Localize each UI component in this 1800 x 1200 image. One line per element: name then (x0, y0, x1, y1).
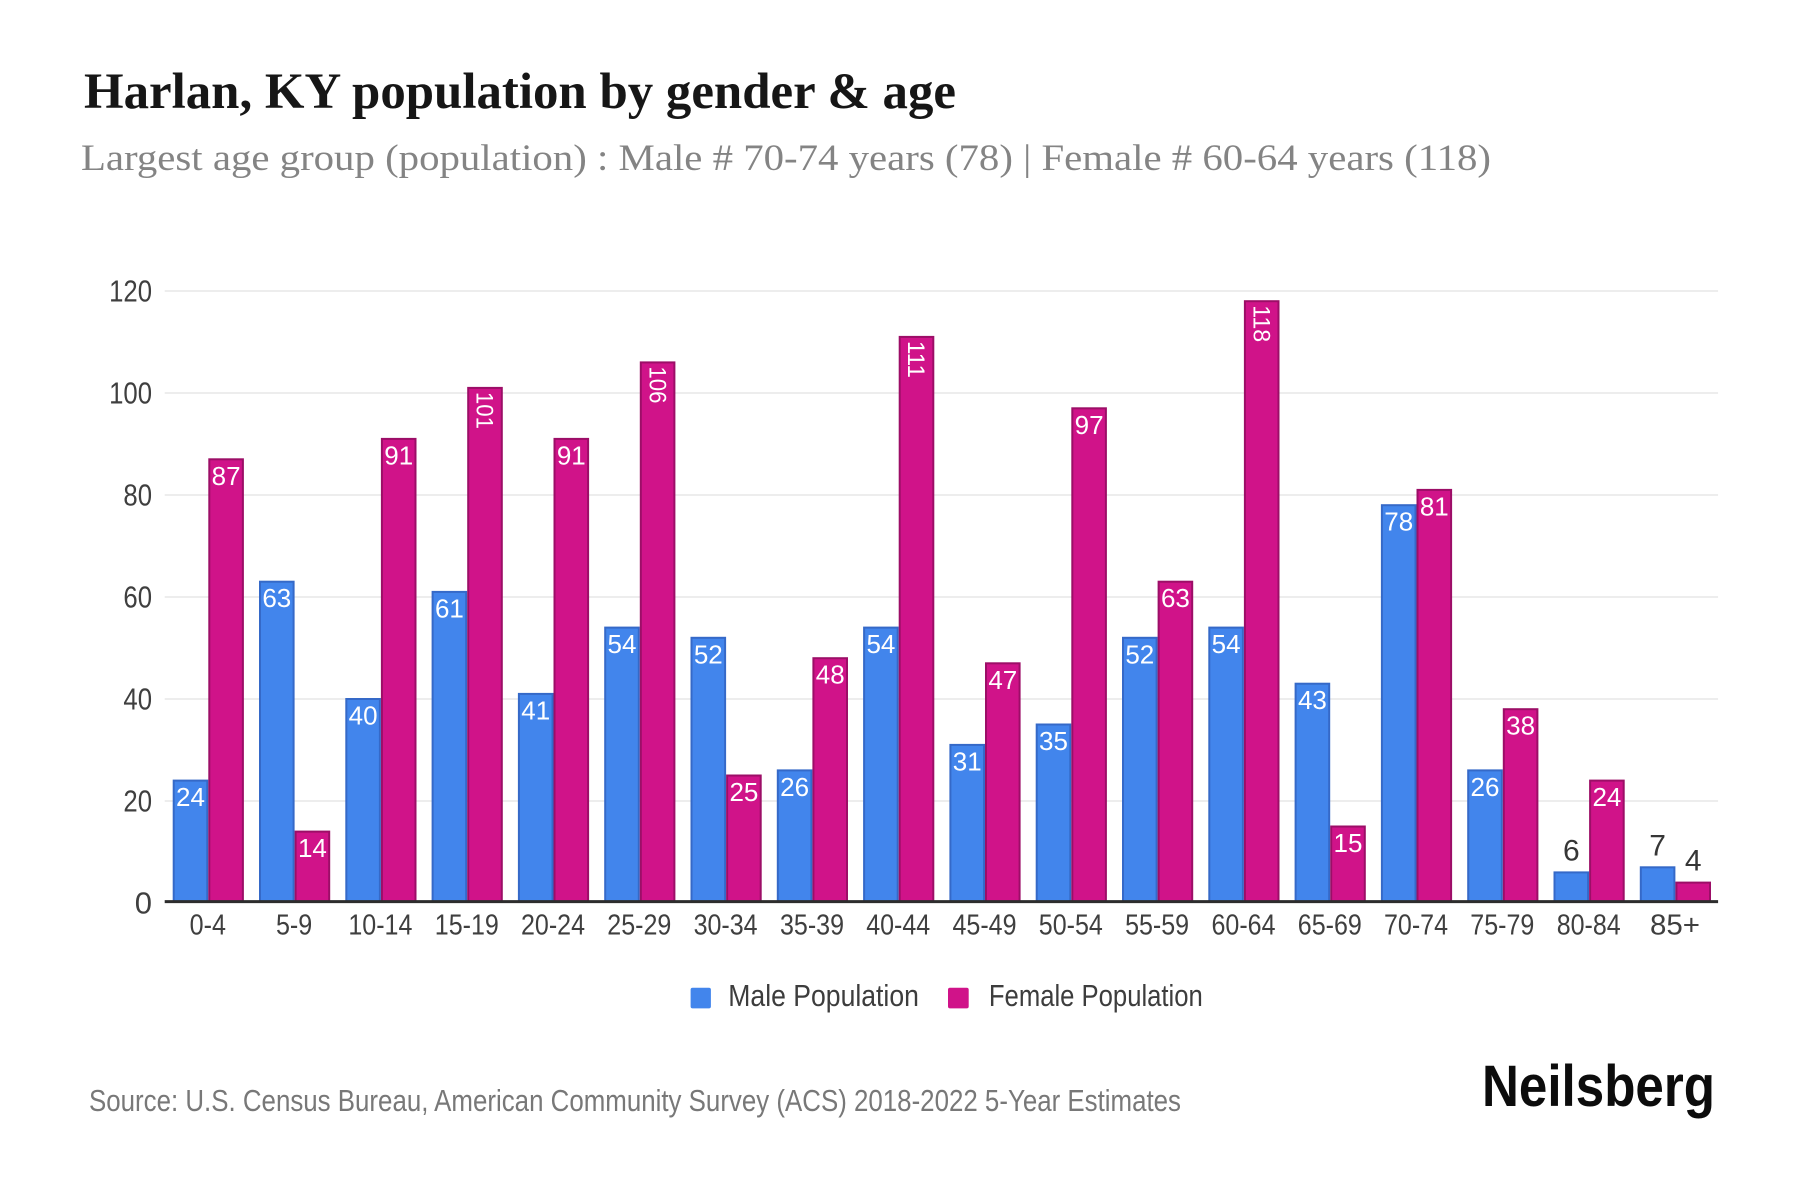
svg-text:60: 60 (123, 580, 152, 615)
svg-text:91: 91 (384, 440, 413, 470)
svg-text:7: 7 (1649, 829, 1666, 862)
svg-text:6: 6 (1563, 834, 1580, 867)
svg-text:15-19: 15-19 (435, 910, 499, 942)
svg-text:4: 4 (1685, 845, 1702, 878)
svg-text:80: 80 (123, 478, 152, 513)
svg-text:43: 43 (1298, 685, 1327, 715)
svg-text:25: 25 (729, 777, 758, 807)
svg-text:20: 20 (123, 784, 152, 819)
svg-text:63: 63 (262, 583, 291, 613)
svg-text:50-54: 50-54 (1039, 910, 1103, 942)
svg-text:14: 14 (298, 833, 327, 863)
svg-text:26: 26 (780, 772, 809, 802)
svg-text:61: 61 (435, 593, 464, 623)
svg-text:Largest age group (population): Largest age group (population) : Male # … (81, 138, 1491, 179)
svg-text:120: 120 (109, 274, 152, 309)
svg-text:5-9: 5-9 (276, 910, 312, 942)
svg-text:Source: U.S. Census Bureau, Am: Source: U.S. Census Bureau, American Com… (89, 1083, 1181, 1118)
svg-text:40: 40 (349, 701, 378, 731)
svg-text:0-4: 0-4 (190, 910, 226, 942)
svg-text:0: 0 (135, 886, 152, 921)
svg-text:25-29: 25-29 (607, 910, 671, 942)
svg-text:65-69: 65-69 (1298, 910, 1362, 942)
svg-text:52: 52 (694, 639, 723, 669)
svg-text:80-84: 80-84 (1557, 910, 1621, 942)
svg-text:97: 97 (1075, 410, 1104, 440)
svg-text:35-39: 35-39 (780, 910, 844, 942)
svg-text:54: 54 (1212, 629, 1241, 659)
svg-text:55-59: 55-59 (1125, 910, 1189, 942)
svg-text:10-14: 10-14 (348, 910, 412, 942)
svg-text:48: 48 (816, 660, 845, 690)
svg-text:75-79: 75-79 (1470, 910, 1534, 942)
svg-text:Female Population: Female Population (989, 978, 1203, 1013)
svg-text:45-49: 45-49 (953, 910, 1017, 942)
svg-text:106: 106 (643, 366, 670, 403)
svg-text:26: 26 (1471, 772, 1500, 802)
svg-text:54: 54 (866, 629, 895, 659)
svg-text:118: 118 (1247, 305, 1274, 342)
svg-text:87: 87 (212, 461, 241, 491)
svg-text:31: 31 (953, 746, 982, 776)
svg-text:47: 47 (988, 665, 1017, 695)
svg-text:40: 40 (123, 682, 152, 717)
svg-text:91: 91 (557, 440, 586, 470)
svg-text:81: 81 (1420, 491, 1449, 521)
svg-text:35: 35 (1039, 726, 1068, 756)
svg-text:40-44: 40-44 (866, 910, 930, 942)
svg-text:100: 100 (109, 376, 152, 411)
svg-text:41: 41 (521, 695, 550, 725)
svg-text:30-34: 30-34 (694, 910, 758, 942)
svg-text:101: 101 (471, 392, 498, 429)
svg-text:54: 54 (608, 629, 637, 659)
svg-text:Male Population: Male Population (728, 978, 919, 1013)
svg-text:20-24: 20-24 (521, 910, 585, 942)
svg-text:70-74: 70-74 (1384, 910, 1448, 942)
svg-text:85+: 85+ (1650, 910, 1700, 942)
svg-text:Harlan, KY population by gende: Harlan, KY population by gender & age (84, 64, 956, 120)
svg-text:60-64: 60-64 (1212, 910, 1276, 942)
svg-text:24: 24 (1592, 782, 1621, 812)
svg-text:78: 78 (1384, 507, 1413, 537)
svg-text:15: 15 (1334, 828, 1363, 858)
svg-text:38: 38 (1506, 711, 1535, 741)
svg-text:52: 52 (1125, 639, 1154, 669)
svg-text:Neilsberg: Neilsberg (1482, 1054, 1715, 1119)
svg-text:24: 24 (176, 782, 205, 812)
svg-text:63: 63 (1161, 583, 1190, 613)
svg-text:111: 111 (902, 341, 929, 378)
